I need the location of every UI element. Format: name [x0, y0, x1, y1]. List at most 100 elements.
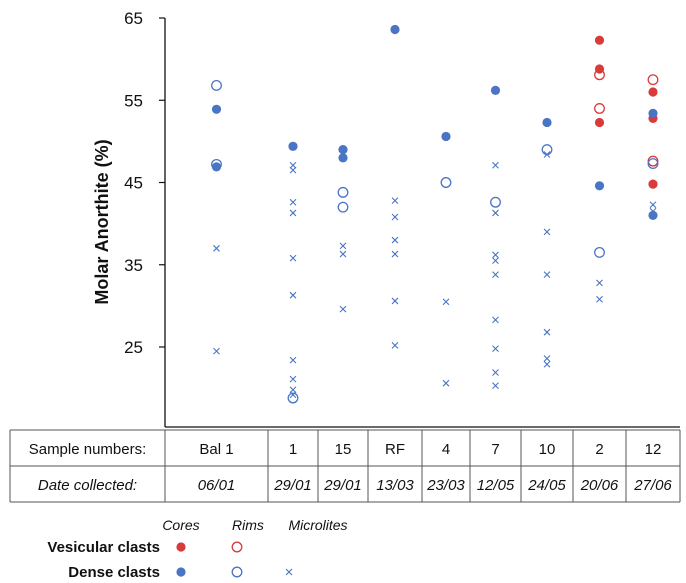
y-tick-label: 25	[124, 338, 143, 357]
dense-clasts-microlites-point	[492, 257, 499, 265]
y-tick-label: 55	[124, 91, 143, 110]
vesicular-clasts-cores-point	[648, 87, 658, 97]
dense-clasts-microlites-point	[289, 198, 297, 206]
dense-clasts-cores-point	[490, 85, 501, 95]
dense-clasts-microlites-point	[492, 369, 499, 376]
legend-header: Rims	[232, 517, 264, 533]
dense-clasts-cores-point	[542, 117, 552, 128]
dense-clasts-microlites-point	[289, 386, 297, 394]
legend-vesicular-core-marker	[176, 542, 186, 552]
sample-number-cell: 4	[442, 441, 450, 458]
dense-clasts-cores-point	[338, 145, 348, 155]
dense-clasts-microlites-point	[213, 244, 220, 252]
sample-number-cell: 12	[645, 441, 662, 458]
legend: Cores Rims Microlites Vesicular clasts Dense…	[47, 517, 347, 581]
dense-clasts-rims-point	[211, 79, 222, 91]
dense-clasts-microlites-point	[492, 316, 499, 324]
dense-clasts-microlites-point	[543, 360, 551, 368]
dense-clasts-microlites-point	[492, 382, 499, 390]
dense-clasts-microlites-point	[543, 228, 551, 236]
dense-clasts-microlites-point	[492, 251, 499, 259]
date-cell: 06/01	[198, 477, 236, 494]
dense-clasts-microlites-point	[492, 161, 499, 169]
dense-clasts-microlites-point	[339, 250, 347, 258]
vesicular-clasts-rims-point	[594, 103, 605, 114]
dense-clasts-rims-point	[337, 201, 349, 213]
sample-number-cell: 2	[595, 441, 603, 458]
dense-clasts-microlites-point	[543, 328, 551, 336]
dense-clasts-microlites-point	[492, 271, 499, 279]
sample-number-cell: 7	[491, 441, 499, 458]
dense-clasts-microlites-point	[543, 355, 551, 362]
dense-clasts-rims-point	[337, 186, 349, 198]
dense-clasts-cores-point	[288, 141, 298, 151]
vesicular-clasts-cores-point	[648, 179, 658, 189]
dense-clasts-cores-point	[211, 104, 222, 114]
dense-clasts-microlites-point	[391, 236, 399, 244]
dense-clasts-cores-point	[648, 108, 658, 119]
date-cell: 29/01	[323, 477, 362, 494]
dense-clasts-cores-point	[648, 210, 658, 220]
legend-dense-rim-marker	[231, 566, 243, 578]
dense-clasts-microlites-point	[649, 201, 657, 209]
dense-clasts-rims-point	[440, 177, 452, 188]
dense-clasts-microlites-point	[289, 356, 297, 364]
dense-clasts-microlites-point	[442, 379, 450, 387]
row-label-sample-numbers: Sample numbers:	[29, 441, 147, 458]
y-axis-label: Molar Anorthite (%)	[92, 139, 112, 304]
legend-row-label: Vesicular clasts	[47, 539, 160, 556]
dense-clasts-microlites-point	[492, 345, 499, 353]
date-cell: 24/05	[527, 477, 566, 494]
axes	[164, 18, 680, 428]
sample-number-cell: 15	[335, 441, 352, 458]
dense-clasts-microlites-point	[339, 242, 347, 250]
dense-clasts-microlites-point	[391, 197, 399, 204]
dense-clasts-microlites-point	[339, 305, 347, 313]
dense-clasts-microlites-point	[596, 295, 603, 303]
dense-clasts-microlites-point	[543, 151, 551, 158]
dense-clasts-microlites-point	[649, 207, 657, 215]
dense-clasts-rims-point	[594, 246, 605, 258]
data-points	[211, 24, 659, 404]
dense-clasts-microlites-point	[543, 271, 551, 279]
sample-number-cell: RF	[385, 441, 405, 458]
sample-number-cell: 1	[289, 441, 297, 458]
dense-clasts-microlites-point	[596, 279, 603, 287]
dense-clasts-cores-point	[338, 153, 348, 163]
dense-clasts-cores-point	[441, 131, 451, 142]
dense-clasts-cores-point	[211, 162, 222, 172]
legend-header: Microlites	[288, 517, 347, 533]
dense-clasts-rims-point	[541, 144, 553, 156]
date-cell: 27/06	[633, 477, 672, 494]
date-cell: 23/03	[426, 477, 465, 494]
date-cell: 12/05	[477, 477, 515, 494]
vesicular-clasts-rims-point	[647, 74, 659, 86]
dense-clasts-microlites-point	[391, 250, 399, 258]
dense-clasts-microlites-point	[289, 391, 297, 399]
dense-clasts-microlites-point	[289, 375, 297, 383]
dense-clasts-microlites-point	[391, 341, 399, 349]
dense-clasts-rims-point	[490, 196, 501, 208]
y-axis-ticks: 25 35 45 55 65	[124, 9, 165, 357]
legend-dense-core-marker	[176, 567, 186, 577]
dense-clasts-microlites-point	[213, 347, 220, 355]
sample-number-cell: 10	[539, 441, 556, 458]
sample-number-cell: Bal 1	[199, 441, 233, 458]
dense-clasts-rims-point	[647, 158, 659, 170]
vesicular-clasts-rims-point	[594, 69, 605, 81]
dense-clasts-microlites-point	[289, 209, 297, 217]
y-tick-label: 45	[124, 174, 143, 193]
legend-dense-microlite-marker	[285, 568, 293, 576]
vesicular-clasts-cores-point	[594, 35, 605, 45]
vesicular-clasts-cores-point	[594, 117, 605, 128]
dense-clasts-microlites-point	[289, 161, 297, 169]
dense-clasts-microlites-point	[391, 297, 399, 305]
date-cell: 29/01	[273, 477, 312, 494]
legend-vesicular-rim-marker	[231, 541, 243, 553]
date-cell: 20/06	[580, 477, 619, 494]
dense-clasts-cores-point	[594, 181, 605, 191]
dense-clasts-microlites-point	[442, 298, 450, 306]
dense-clasts-microlites-point	[289, 166, 297, 174]
dense-clasts-cores-point	[390, 24, 400, 35]
legend-row-label: Dense clasts	[68, 564, 160, 581]
